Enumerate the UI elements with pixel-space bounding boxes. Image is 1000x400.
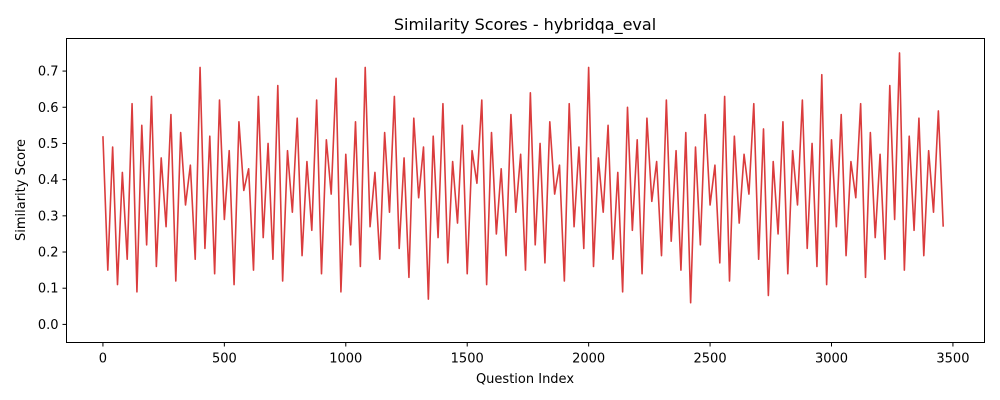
x-tick-label: 3000 (815, 352, 848, 367)
plot-area: 0 500 1000 1500 2000 2500 3000 3500 0.00.10.20.… (38, 38, 985, 367)
y-tick-label: 0.0 (38, 318, 59, 333)
series-layer (102, 52, 945, 304)
y-tick-label: 0.7 (38, 65, 59, 80)
y-tick-label: 0.5 (38, 137, 59, 152)
y-axis-label: Similarity Score (14, 139, 29, 241)
x-tick-label: 2000 (572, 352, 605, 367)
x-tick-label: 0 (99, 352, 107, 367)
x-tick-label: 1000 (329, 352, 362, 367)
x-axis-ticks: 0 500 1000 1500 2000 2500 3000 3500 (99, 342, 969, 367)
x-tick-label: 3500 (936, 352, 969, 367)
chart-title: Similarity Scores - hybridqa_eval (394, 15, 656, 35)
x-tick-label: 2500 (694, 352, 727, 367)
x-tick-label: 1500 (451, 352, 484, 367)
series-line-0 (102, 52, 945, 304)
y-tick-label: 0.4 (38, 173, 59, 188)
x-axis-label: Question Index (476, 372, 574, 387)
y-tick-label: 0.1 (38, 282, 59, 297)
y-tick-label: 0.6 (38, 101, 59, 116)
x-tick-label: 500 (212, 352, 237, 367)
y-axis-ticks: 0.0 0.1 0.2 0.3 0.4 0.5 0.6 0.7 (38, 65, 67, 333)
y-tick-label: 0.2 (38, 246, 59, 261)
axes-frame (66, 38, 985, 343)
y-tick-label: 0.3 (38, 209, 59, 224)
